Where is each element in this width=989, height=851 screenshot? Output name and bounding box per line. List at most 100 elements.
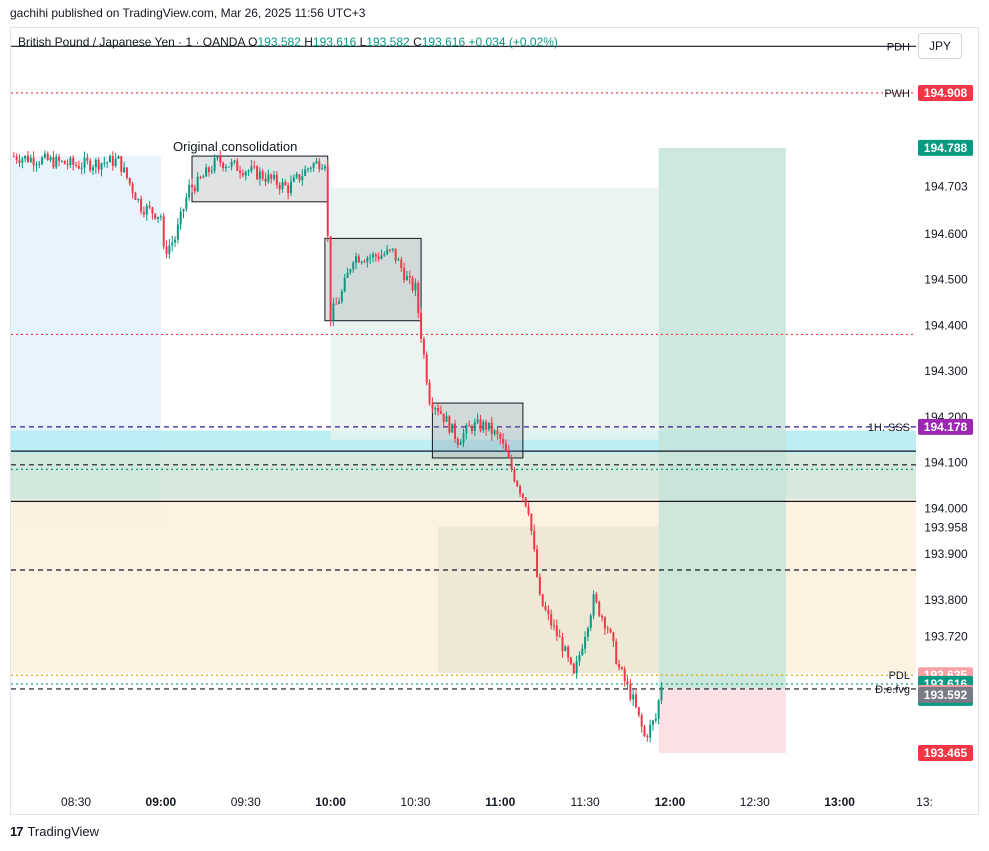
candle-body: [569, 657, 572, 664]
candle-body: [445, 416, 448, 422]
candle-body: [519, 486, 522, 494]
candle-body: [595, 594, 598, 602]
candle-body: [298, 174, 301, 181]
candle-body: [646, 736, 649, 738]
price-badge-14: [918, 686, 973, 703]
candle-body: [89, 160, 92, 171]
candle-body: [176, 224, 179, 240]
y-tick-label: 193.800: [924, 593, 968, 607]
time-axis: 08:30 09:00 09:30 10:00 10:30 11:00 11:30 12:00…: [61, 795, 933, 809]
candle-body: [374, 254, 377, 257]
x-tick-label: 11:30: [571, 795, 600, 809]
y-tick-label: 194.500: [924, 273, 968, 287]
candle-body: [35, 164, 38, 166]
candle-body: [623, 668, 626, 682]
candle-body: [94, 159, 97, 168]
x-tick-label: 13:: [916, 795, 933, 809]
candle-body: [188, 184, 191, 198]
candle-body: [507, 451, 510, 458]
tradingview-footer[interactable]: 17 TradingView: [10, 824, 99, 839]
candle-body: [86, 157, 89, 161]
candle-body: [476, 419, 479, 423]
candle-body: [60, 160, 63, 162]
zone-5: [438, 526, 659, 673]
y-tick-label: 194.100: [924, 456, 968, 470]
candle-body: [304, 169, 307, 176]
candle-body: [386, 249, 389, 255]
low-label: L: [359, 35, 367, 49]
candle-body: [117, 156, 120, 159]
candle-body: [578, 655, 581, 662]
x-tick-label: 09:00: [146, 795, 177, 809]
candle-body: [21, 158, 24, 163]
candle-body: [171, 242, 174, 246]
level-label-4: 1H. SSS: [868, 422, 910, 434]
candle-body: [193, 187, 196, 192]
candle-body: [575, 661, 578, 674]
candle-body: [640, 715, 643, 727]
close-label: C: [413, 35, 422, 49]
candle-body: [323, 166, 326, 169]
candle-body: [142, 211, 145, 215]
candle-body: [502, 438, 505, 444]
candle-body: [236, 160, 239, 171]
price-badge-15: [918, 744, 973, 761]
candle-body: [357, 256, 360, 263]
candle-body: [151, 207, 154, 214]
candle-body: [533, 530, 536, 550]
candle-body: [561, 637, 564, 652]
x-tick-label: 09:30: [231, 795, 261, 809]
candle-body: [191, 184, 193, 188]
x-tick-label: 12:30: [740, 795, 770, 809]
candle-body: [431, 404, 434, 409]
candle-body: [615, 641, 618, 664]
candle-body: [267, 174, 270, 182]
low-value: 193.582: [366, 35, 410, 49]
candle-body: [637, 707, 640, 716]
x-tick-label: 12:00: [655, 795, 686, 809]
candle-body: [414, 283, 417, 291]
price-badge-text-2: 194.788: [924, 141, 968, 155]
candle-body: [524, 497, 527, 507]
candle-body: [434, 408, 437, 410]
y-tick-label: 193.900: [924, 547, 968, 561]
zone-6: [658, 147, 786, 689]
candle-body: [332, 303, 335, 321]
candle-body: [490, 422, 493, 434]
candle-body: [41, 157, 44, 164]
candle-body: [72, 158, 75, 165]
candle-body: [162, 216, 165, 247]
candle-body: [202, 176, 205, 178]
y-tick-label: 193.720: [924, 629, 968, 643]
candle-body: [527, 506, 530, 514]
candle-body: [487, 422, 490, 430]
currency-button[interactable]: JPY: [918, 33, 962, 59]
candle-body: [55, 156, 58, 168]
candle-body: [315, 161, 318, 164]
candle-body: [287, 185, 290, 194]
candle-body: [49, 157, 52, 161]
price-badges-layer: 194.908194.788194.178193.635193.61600:12…: [918, 84, 973, 761]
high-label: H: [304, 35, 313, 49]
candle-body: [233, 160, 236, 162]
candle-body: [513, 469, 516, 482]
candle-body: [18, 160, 21, 163]
publisher-line: gachihi published on TradingView.com, Ma…: [10, 6, 366, 20]
candle-body: [411, 277, 414, 291]
candle-body: [635, 694, 638, 708]
price-badge-text-1: 194.908: [924, 86, 968, 100]
candle-body: [504, 443, 507, 452]
candle-body: [598, 601, 601, 616]
candle-body: [473, 422, 476, 432]
candle-body: [340, 291, 343, 302]
candle-body: [244, 171, 247, 176]
candle-body: [609, 629, 612, 633]
candle-body: [309, 167, 312, 169]
candle-body: [397, 259, 400, 261]
open-label: O: [248, 35, 258, 49]
candle-body: [114, 158, 117, 166]
candle-body: [564, 646, 567, 652]
candle-body: [134, 192, 137, 200]
consolidation-box-2: [431, 402, 524, 459]
